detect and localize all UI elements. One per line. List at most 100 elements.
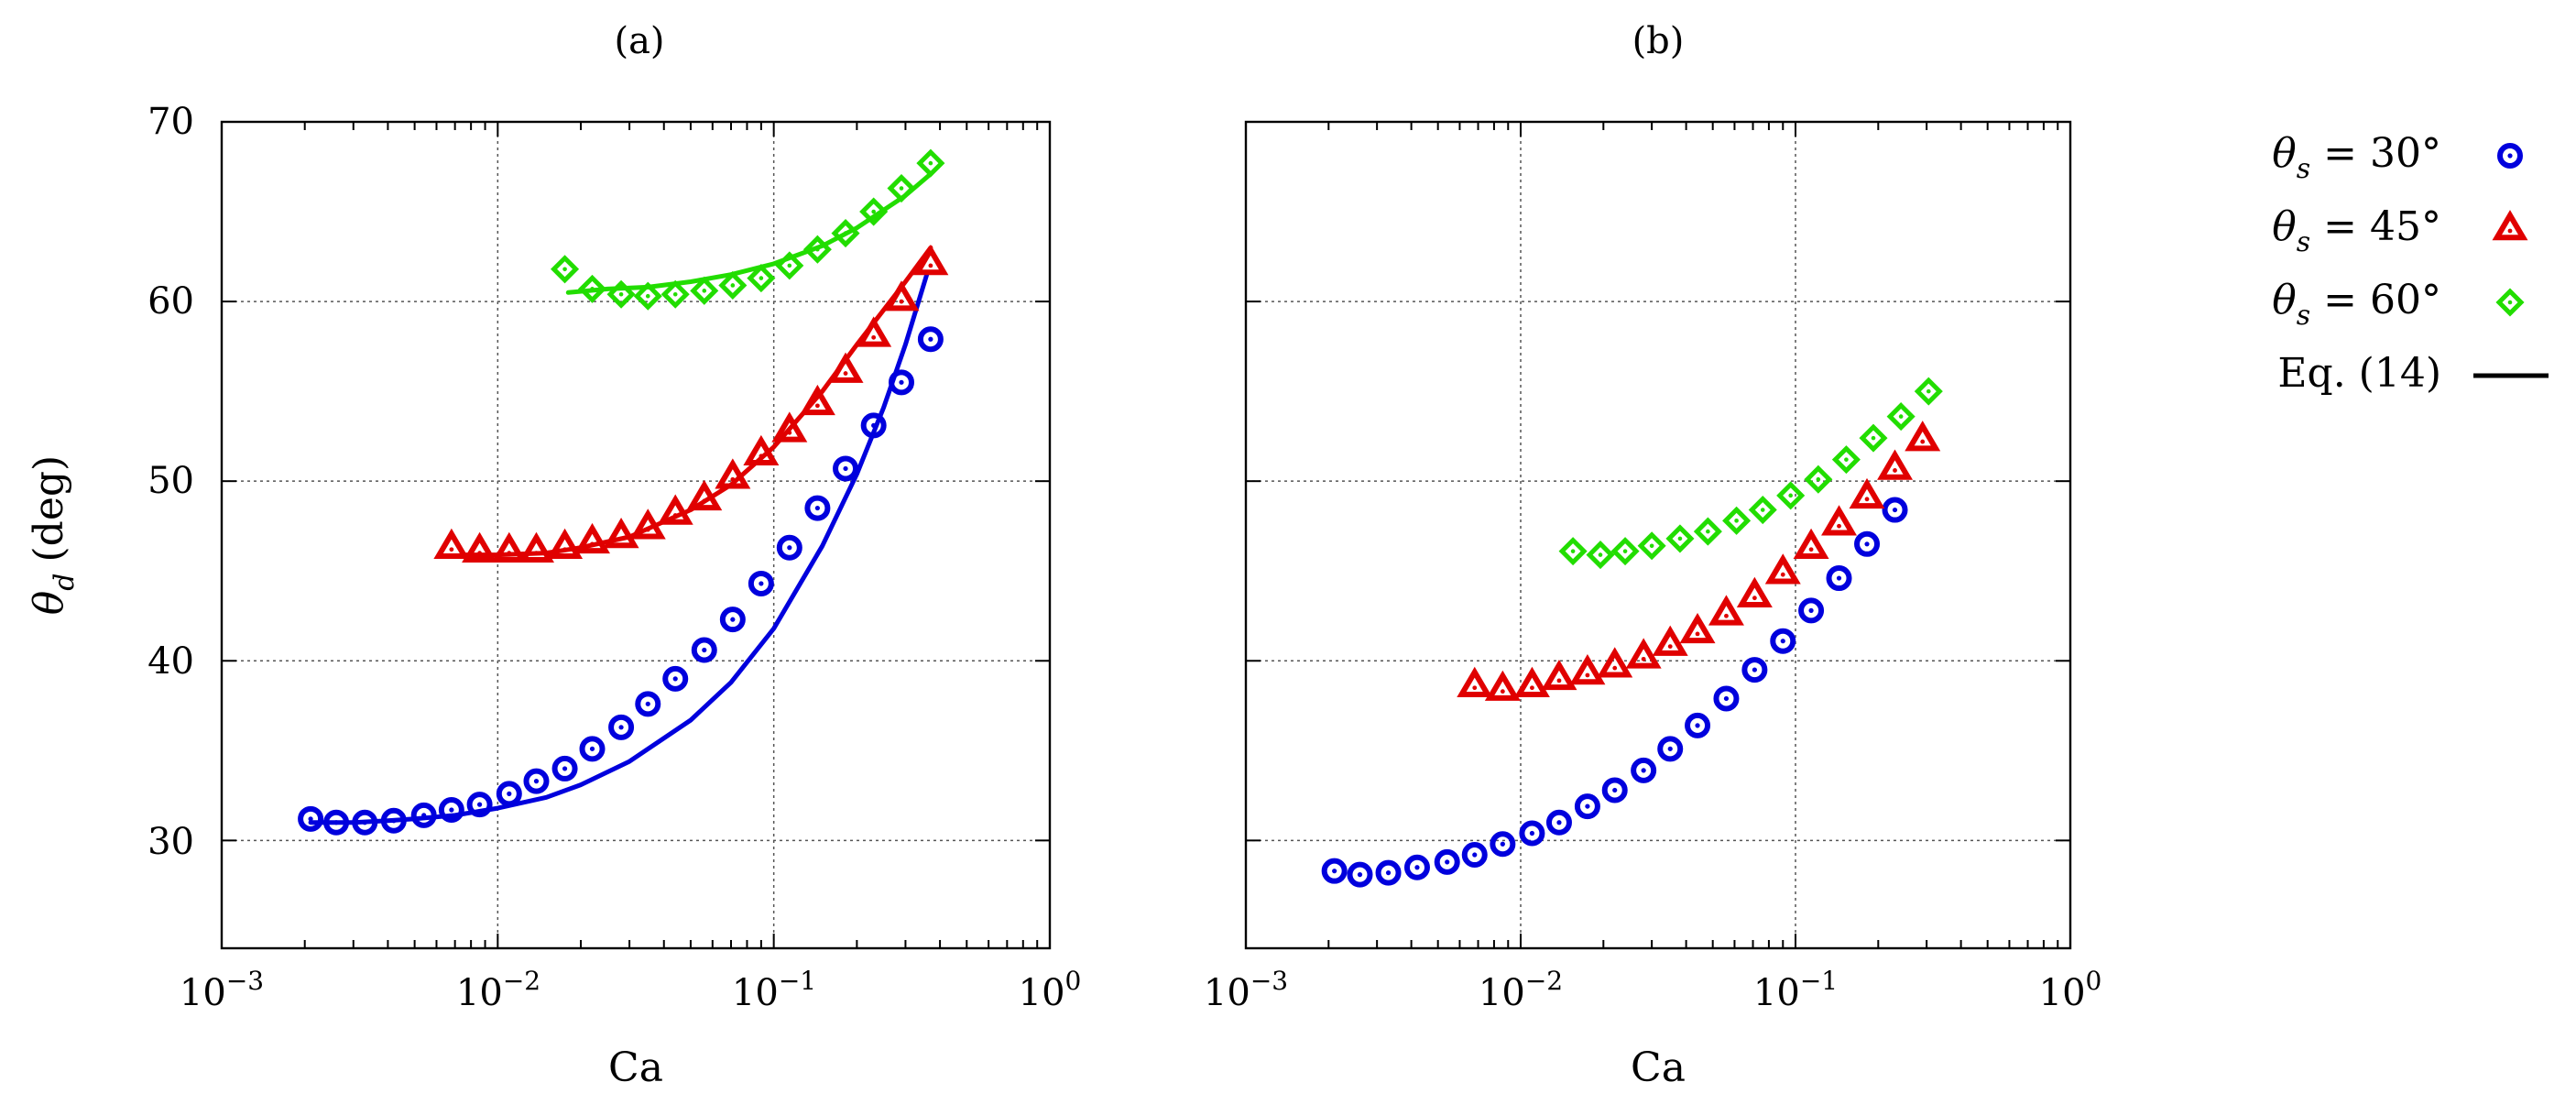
x-tick-label: 10−2 (456, 966, 540, 1014)
x-axis-label: Ca (608, 1044, 663, 1091)
data-point-circle-dot (1472, 852, 1478, 858)
data-point-triangle-dot (814, 403, 820, 409)
data-point-triangle-shape (1652, 625, 1688, 656)
x-tick-label: 10−3 (180, 966, 264, 1014)
data-point-triangle-shape (657, 494, 693, 525)
data-point-circle-ring (776, 534, 802, 561)
data-point-circle-dot (1445, 859, 1450, 865)
data-point-triangle-dot (1864, 497, 1870, 502)
data-point-diamond-dot (1677, 536, 1683, 541)
panel-a-series (298, 148, 949, 836)
panel-a-grid (222, 122, 1050, 948)
data-point-triangle-shape (856, 316, 892, 347)
data-point-circle-dot (1556, 820, 1562, 825)
x-tick-label: 10−2 (1479, 966, 1563, 1014)
data-point-circle-dot (899, 379, 904, 385)
data-point-diamond-shape (690, 276, 719, 305)
data-point-circle (298, 805, 324, 832)
data-point-circle (1826, 565, 1852, 592)
data-point-diamond-shape (1776, 481, 1806, 510)
data-point-triangle-dot (507, 551, 512, 556)
panel-a-title: (a) (614, 20, 664, 62)
x-tick-label: 100 (2039, 966, 2102, 1014)
panel-b-title: (b) (1632, 20, 1685, 62)
data-point-circle-dot (618, 725, 624, 730)
data-point-triangle-shape (912, 244, 949, 276)
data-point-circle (889, 369, 915, 396)
data-point-circle-dot (1641, 768, 1646, 773)
data-point-triangle (799, 384, 835, 416)
data-point-triangle (883, 280, 920, 312)
data-point-triangle (657, 494, 693, 525)
data-point-diamond (859, 197, 889, 226)
data-point-circle (635, 691, 661, 717)
data-point-triangle-dot (477, 551, 482, 556)
data-point-triangle-shape (799, 384, 835, 416)
data-point-diamond-shape (747, 264, 776, 293)
data-point-diamond-dot (1926, 388, 1931, 394)
legend-marker-circle (2497, 143, 2523, 169)
data-point-circle-ring (1375, 859, 1402, 886)
data-point-circle-dot (1385, 870, 1392, 876)
data-point-circle-dot (1808, 607, 1814, 613)
data-point-triangle (1877, 449, 1914, 480)
data-point-circle-ring (1347, 861, 1373, 888)
data-point-circle-ring (662, 665, 689, 692)
data-point-diamond (1914, 377, 1943, 406)
data-point-triangle-dot (787, 430, 792, 435)
data-point-diamond-shape (1804, 465, 1833, 494)
data-point-diamond-dot (759, 276, 764, 280)
data-point-circle-ring (1770, 628, 1796, 654)
data-point-diamond-dot (562, 267, 567, 272)
data-point-circle-ring (889, 369, 915, 396)
panel-b-ticks (1245, 121, 2071, 948)
data-point-circle-dot (1723, 695, 1730, 702)
legend-marker-circle-ring (2497, 143, 2523, 169)
data-point-triangle-shape (1877, 449, 1914, 480)
data-point-circle-ring (380, 807, 407, 834)
data-point-circle (804, 495, 831, 521)
data-point-circle (1854, 530, 1881, 557)
data-point-diamond-dot (730, 283, 736, 288)
data-point-diamond (747, 264, 776, 293)
data-point-triangle (743, 434, 780, 466)
data-point-circle-ring (1685, 712, 1711, 738)
data-point-diamond-dot (1598, 552, 1603, 557)
data-point-circle-dot (1585, 803, 1590, 809)
data-point-circle-dot (589, 746, 595, 751)
data-point-circle (917, 326, 944, 353)
data-point-triangle (686, 479, 723, 511)
x-tick-label: 100 (1019, 966, 1082, 1014)
data-point-circle-dot (1892, 507, 1898, 513)
data-point-diamond-shape (606, 279, 636, 309)
data-point-circle-ring (496, 781, 522, 807)
data-point-triangle-dot (1556, 678, 1562, 683)
data-point-circle-dot (814, 505, 820, 511)
panel-a-frame (220, 120, 1052, 950)
data-point-triangle-shape (1708, 595, 1744, 626)
data-point-circle-ring (1826, 565, 1852, 592)
data-point-circle (1601, 777, 1628, 803)
data-point-circle (380, 807, 407, 834)
data-point-triangle-dot (562, 547, 567, 552)
data-point-triangle (1708, 595, 1744, 626)
data-point-triangle-shape (1679, 612, 1716, 644)
data-point-triangle-dot (1780, 572, 1785, 577)
data-point-triangle-dot (1920, 439, 1926, 444)
data-point-circle (1490, 831, 1516, 858)
data-point-circle-dot (1529, 830, 1535, 836)
data-point-triangle-shape (771, 411, 808, 443)
data-point-circle-ring (860, 412, 887, 439)
data-point-circle (1461, 842, 1488, 869)
data-point-triangle-dot (730, 476, 736, 482)
data-point-triangle (1905, 421, 1941, 452)
data-point-triangle-dot (534, 551, 539, 556)
data-point-triangle-shape (491, 531, 528, 563)
data-point-circle-dot (1357, 872, 1363, 878)
data-point-diamond-dot (702, 289, 707, 293)
data-point-circle-dot (730, 617, 736, 622)
data-point-diamond-dot (1734, 519, 1739, 523)
data-point-circle (551, 755, 578, 782)
data-point-circle (323, 809, 350, 836)
data-point-diamond-dot (590, 287, 595, 291)
